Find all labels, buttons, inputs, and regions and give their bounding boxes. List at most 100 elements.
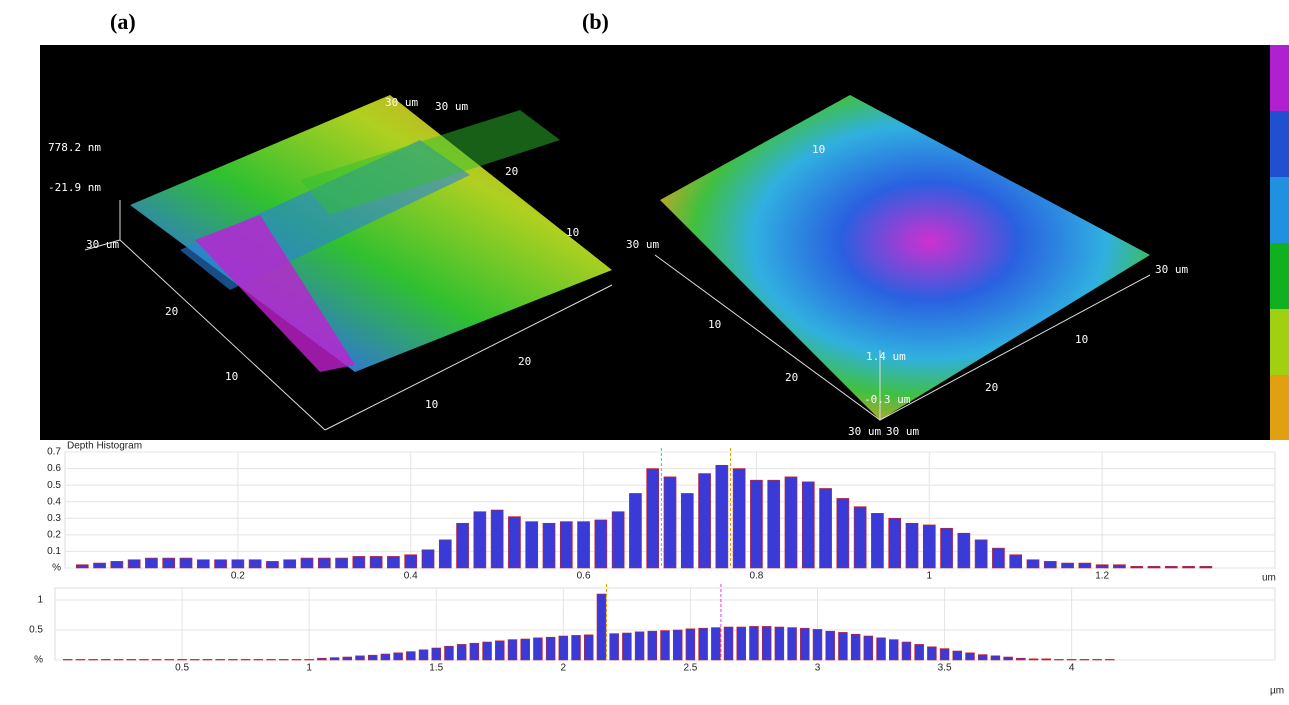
y-tick-label: 0.5: [29, 625, 43, 636]
bar: [850, 633, 861, 661]
bar: [974, 539, 988, 569]
axis-label-3d: 30 um: [385, 96, 418, 109]
bar: [715, 464, 729, 569]
y-tick-label: 1: [37, 595, 43, 606]
bar: [291, 659, 302, 661]
bar: [355, 655, 365, 661]
bar: [660, 630, 670, 661]
chart-title: Depth Histogram: [67, 441, 142, 452]
bar: [711, 627, 721, 661]
bar: [418, 649, 429, 661]
bar: [1078, 562, 1092, 569]
bar: [836, 498, 850, 569]
bar: [901, 641, 912, 661]
bar: [992, 547, 1005, 569]
x-tick-label: 1.2: [1095, 571, 1109, 582]
bar: [456, 522, 469, 569]
bar: [508, 516, 521, 569]
bar: [888, 517, 902, 569]
bar: [240, 659, 251, 661]
axis-label-3d: 1.4 um: [866, 350, 906, 363]
bar: [393, 652, 403, 661]
bar: [876, 637, 886, 661]
bar: [495, 640, 505, 661]
bar: [404, 554, 418, 569]
bar: [266, 659, 276, 661]
bar: [905, 522, 919, 569]
bar: [647, 630, 658, 661]
y-tick-label: %: [34, 655, 43, 666]
bar: [367, 654, 378, 661]
bar: [473, 511, 487, 569]
axis-label-3d: 30 um: [626, 238, 659, 251]
bar: [317, 657, 327, 661]
x-tick-label: 1.5: [429, 663, 443, 674]
bar: [162, 557, 176, 569]
bar: [179, 557, 193, 569]
bar: [279, 659, 289, 661]
bar: [939, 648, 950, 661]
bar: [127, 559, 141, 569]
x-tick-label: 2.5: [683, 663, 697, 674]
bar: [431, 647, 441, 661]
bar: [1113, 564, 1126, 569]
x-tick-label: 4: [1069, 663, 1075, 674]
bar: [672, 629, 683, 661]
bar: [177, 659, 187, 661]
bar: [88, 659, 98, 661]
panel-label: (b): [582, 9, 609, 34]
axis-label-3d: 10: [708, 318, 721, 331]
bar: [1028, 658, 1039, 661]
bar: [611, 511, 625, 569]
bar: [196, 559, 210, 569]
bar: [609, 633, 619, 661]
bar: [248, 559, 262, 569]
y-tick-label: 0.1: [47, 546, 61, 557]
x-tick-label: 0.8: [749, 571, 763, 582]
bar: [1026, 559, 1040, 569]
x-axis-label: µm: [1270, 686, 1284, 697]
bar: [317, 557, 331, 569]
bar: [1061, 562, 1074, 569]
bar: [190, 659, 200, 661]
bar: [1164, 566, 1178, 569]
surface-b: [654, 95, 1151, 421]
bar: [113, 659, 124, 661]
bar: [406, 651, 416, 661]
bar: [767, 479, 781, 569]
axis-label-3d: -21.9 nm: [48, 181, 101, 194]
bar: [444, 645, 454, 661]
bar: [1105, 659, 1115, 661]
bar: [1095, 564, 1109, 569]
bar: [75, 564, 89, 569]
bar: [352, 556, 366, 569]
bar: [1016, 657, 1026, 661]
bar: [145, 557, 158, 569]
bar: [825, 630, 835, 661]
bar: [342, 656, 353, 661]
bar: [800, 627, 810, 661]
x-tick-label: 1: [306, 663, 312, 674]
bar: [749, 626, 759, 661]
panel-label: (a): [110, 9, 136, 34]
bar: [812, 629, 823, 661]
bar: [228, 659, 238, 661]
bar: [577, 521, 590, 569]
bar: [723, 626, 734, 661]
bar: [922, 524, 936, 569]
bar: [952, 650, 963, 661]
bar: [558, 635, 569, 661]
y-tick-label: 0.4: [47, 496, 61, 507]
bar: [456, 644, 467, 661]
x-tick-label: 0.2: [231, 571, 245, 582]
bar: [646, 468, 660, 569]
axis-label-3d: 10: [812, 143, 825, 156]
y-tick-label: 0.3: [47, 513, 61, 524]
bar: [387, 556, 400, 569]
bar: [940, 527, 953, 569]
bar: [93, 562, 106, 569]
bar: [542, 522, 556, 569]
bar: [139, 659, 149, 661]
bar: [300, 557, 314, 569]
bar: [525, 521, 539, 569]
